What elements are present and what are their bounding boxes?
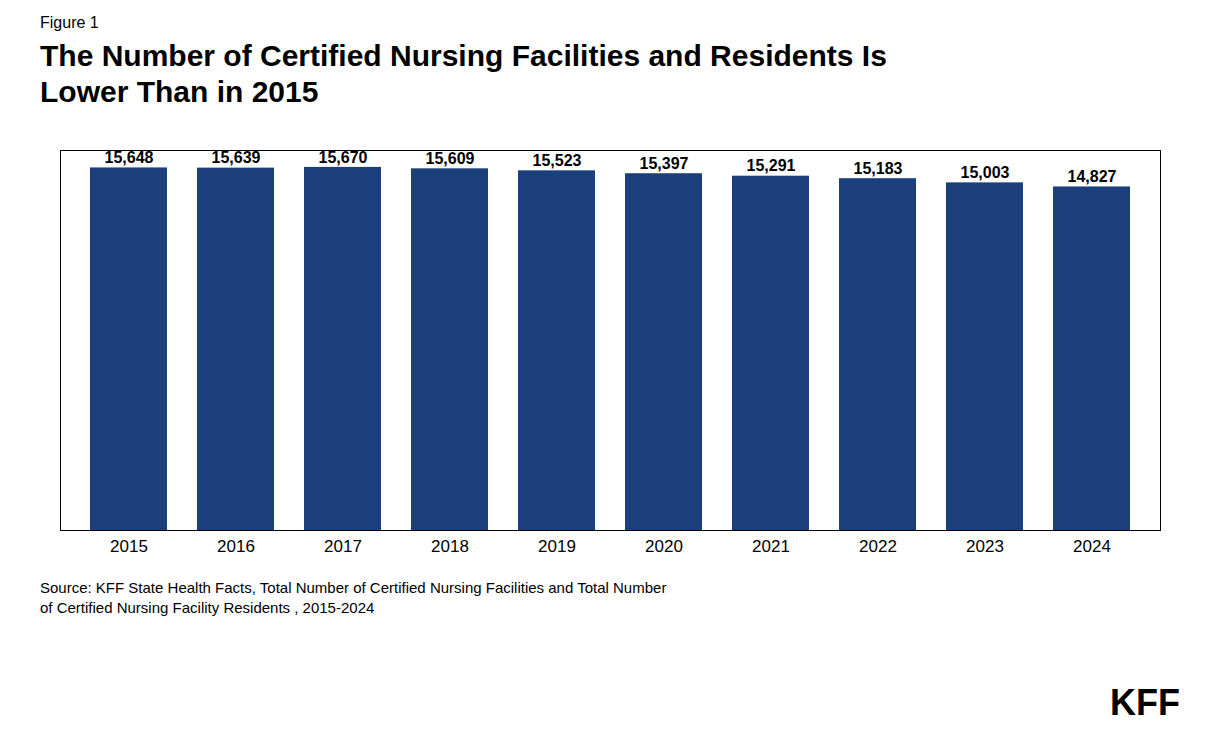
html-text:The Number of Certified Nursin: The Number of Certified Nursing Faciliti…	[40, 39, 887, 108]
svg-text:15,003: 15,003	[961, 164, 1010, 181]
svg-text:2016: 2016	[217, 537, 255, 556]
svg-text:15,397: 15,397	[640, 155, 689, 172]
svg-text:2021: 2021	[752, 537, 790, 556]
svg-text:2015: 2015	[110, 537, 148, 556]
svg-text:2019: 2019	[538, 537, 576, 556]
svg-text:2018: 2018	[431, 537, 469, 556]
svg-text:2024: 2024	[1073, 537, 1111, 556]
html-text:KFF: KFF	[1110, 682, 1180, 723]
html-text:Source: KFF State Health Facts: Source: KFF State Health Facts, Total Nu…	[40, 579, 667, 616]
svg-text:14,827: 14,827	[1068, 168, 1117, 185]
svg-text:15,609: 15,609	[426, 150, 475, 167]
svg-text:15,291: 15,291	[747, 157, 796, 174]
svg-text:2017: 2017	[324, 537, 362, 556]
html-text:Figure 1: Figure 1	[40, 14, 99, 31]
svg-text:15,648: 15,648	[105, 149, 154, 166]
svg-text:2022: 2022	[859, 537, 897, 556]
svg-text:15,183: 15,183	[854, 160, 903, 177]
svg-text:15,523: 15,523	[533, 152, 582, 169]
svg-text:2020: 2020	[645, 537, 683, 556]
svg-text:2023: 2023	[966, 537, 1004, 556]
svg-text:15,639: 15,639	[212, 149, 261, 166]
svg-text:15,670: 15,670	[319, 149, 368, 166]
